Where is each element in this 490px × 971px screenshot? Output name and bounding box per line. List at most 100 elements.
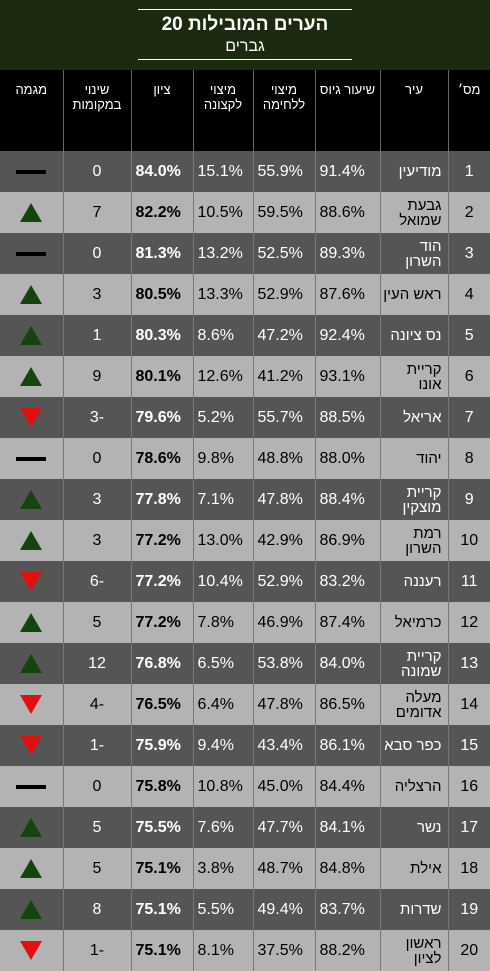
cell-trend bbox=[0, 725, 63, 766]
table-row: 10 רמת השרון 86.9% 42.9% 13.0% 77.2% 3 bbox=[0, 520, 490, 561]
cell-score: 80.5% bbox=[130, 274, 193, 315]
trend-up-icon bbox=[20, 613, 43, 632]
cell-rank: 10 bbox=[447, 520, 490, 561]
cell-city: הוד השרון bbox=[379, 233, 448, 274]
cell-ktzuna: 9.4% bbox=[192, 725, 253, 766]
table-row: 17 נשר 84.1% 47.7% 7.6% 75.5% 5 bbox=[0, 807, 490, 848]
cell-gius: 92.4% bbox=[314, 315, 380, 356]
cell-change: 12 bbox=[62, 643, 131, 684]
cell-change: 0 bbox=[62, 233, 131, 274]
cell-change: 3 bbox=[62, 274, 131, 315]
cell-change: -1 bbox=[62, 725, 131, 766]
cell-kravi: 53.8% bbox=[252, 643, 315, 684]
cell-change: 0 bbox=[62, 766, 131, 807]
cell-score: 75.9% bbox=[130, 725, 193, 766]
cell-score: 75.1% bbox=[130, 889, 193, 930]
table-row: 5 נס ציונה 92.4% 47.2% 8.6% 80.3% 1 bbox=[0, 315, 490, 356]
cell-gius: 86.1% bbox=[314, 725, 380, 766]
cell-kravi: 49.4% bbox=[252, 889, 315, 930]
cell-ktzuna: 6.4% bbox=[192, 684, 253, 725]
cell-ktzuna: 8.1% bbox=[192, 930, 253, 971]
cell-gius: 88.6% bbox=[314, 192, 380, 233]
title-bar: 20 הערים המובילות גברים bbox=[0, 0, 490, 70]
cell-rank: 8 bbox=[447, 438, 490, 479]
cell-change: 0 bbox=[62, 438, 131, 479]
cell-trend bbox=[0, 315, 63, 356]
trend-up-icon bbox=[20, 367, 43, 386]
cell-trend bbox=[0, 643, 63, 684]
cell-kravi: 48.8% bbox=[252, 438, 315, 479]
cell-kravi: 46.9% bbox=[252, 602, 315, 643]
trend-up-icon bbox=[20, 859, 43, 878]
cell-gius: 84.4% bbox=[314, 766, 380, 807]
cell-rank: 3 bbox=[447, 233, 490, 274]
cell-gius: 88.5% bbox=[314, 397, 380, 438]
cell-score: 84.0% bbox=[130, 151, 193, 192]
cell-city: אילת bbox=[379, 848, 448, 889]
table-row: 9 קריית מוצקין 88.4% 47.8% 7.1% 77.8% 3 bbox=[0, 479, 490, 520]
cell-gius: 93.1% bbox=[314, 356, 380, 397]
cell-trend bbox=[0, 848, 63, 889]
cell-city: קריית שמונה bbox=[379, 643, 448, 684]
header-gius: שיעור גיוס bbox=[314, 70, 380, 151]
cell-score: 76.5% bbox=[130, 684, 193, 725]
cell-kravi: 45.0% bbox=[252, 766, 315, 807]
cell-score: 78.6% bbox=[130, 438, 193, 479]
cell-kravi: 41.2% bbox=[252, 356, 315, 397]
cell-city: נשר bbox=[379, 807, 448, 848]
trend-up-icon bbox=[20, 900, 43, 919]
cell-trend bbox=[0, 438, 63, 479]
cell-rank: 7 bbox=[447, 397, 490, 438]
cell-gius: 87.4% bbox=[314, 602, 380, 643]
cell-ktzuna: 15.1% bbox=[192, 151, 253, 192]
page-subtitle: גברים bbox=[225, 38, 265, 55]
cell-rank: 20 bbox=[447, 930, 490, 971]
cell-city: קריית מוצקין bbox=[379, 479, 448, 520]
cell-change: 3 bbox=[62, 479, 131, 520]
header-row: מס׳ עיר שיעור גיוס מיצוי ללחימה מיצוי לק… bbox=[0, 70, 490, 151]
cell-ktzuna: 7.8% bbox=[192, 602, 253, 643]
cell-change: -6 bbox=[62, 561, 131, 602]
trend-up-icon bbox=[20, 285, 43, 304]
cell-gius: 83.7% bbox=[314, 889, 380, 930]
trend-same-icon bbox=[16, 251, 47, 256]
trend-same-icon bbox=[16, 169, 47, 174]
cell-trend bbox=[0, 397, 63, 438]
cell-change: -3 bbox=[62, 397, 131, 438]
cell-rank: 11 bbox=[447, 561, 490, 602]
cell-kravi: 52.5% bbox=[252, 233, 315, 274]
cell-ktzuna: 7.6% bbox=[192, 807, 253, 848]
cell-trend bbox=[0, 684, 63, 725]
cell-ktzuna: 10.4% bbox=[192, 561, 253, 602]
table-row: 19 שדרות 83.7% 49.4% 5.5% 75.1% 8 bbox=[0, 889, 490, 930]
cell-kravi: 43.4% bbox=[252, 725, 315, 766]
cell-gius: 87.6% bbox=[314, 274, 380, 315]
table-row: 18 אילת 84.8% 48.7% 3.8% 75.1% 5 bbox=[0, 848, 490, 889]
cell-city: כפר סבא bbox=[379, 725, 448, 766]
cell-trend bbox=[0, 520, 63, 561]
header-trend: מגמה bbox=[0, 70, 63, 151]
cell-trend bbox=[0, 233, 63, 274]
trend-same-icon bbox=[16, 784, 47, 789]
cell-kravi: 52.9% bbox=[252, 274, 315, 315]
trend-up-icon bbox=[20, 326, 43, 345]
cell-ktzuna: 13.0% bbox=[192, 520, 253, 561]
cell-rank: 19 bbox=[447, 889, 490, 930]
cell-ktzuna: 5.5% bbox=[192, 889, 253, 930]
cell-score: 77.2% bbox=[130, 602, 193, 643]
cell-ktzuna: 10.5% bbox=[192, 192, 253, 233]
cell-change: 9 bbox=[62, 356, 131, 397]
page-title: 20 הערים המובילות bbox=[161, 14, 329, 35]
table-row: 2 גבעת שמואל 88.6% 59.5% 10.5% 82.2% 7 bbox=[0, 192, 490, 233]
trend-up-icon bbox=[20, 531, 43, 550]
cell-change: 8 bbox=[62, 889, 131, 930]
cell-kravi: 47.8% bbox=[252, 479, 315, 520]
table-row: 6 קריית אונו 93.1% 41.2% 12.6% 80.1% 9 bbox=[0, 356, 490, 397]
trend-down-icon bbox=[20, 941, 43, 960]
cell-city: ראשון לציון bbox=[379, 930, 448, 971]
cell-city: מודיעין bbox=[379, 151, 448, 192]
cell-ktzuna: 13.2% bbox=[192, 233, 253, 274]
trend-down-icon bbox=[20, 695, 43, 714]
table-row: 7 אריאל 88.5% 55.7% 5.2% 79.6% -3 bbox=[0, 397, 490, 438]
cell-change: 3 bbox=[62, 520, 131, 561]
